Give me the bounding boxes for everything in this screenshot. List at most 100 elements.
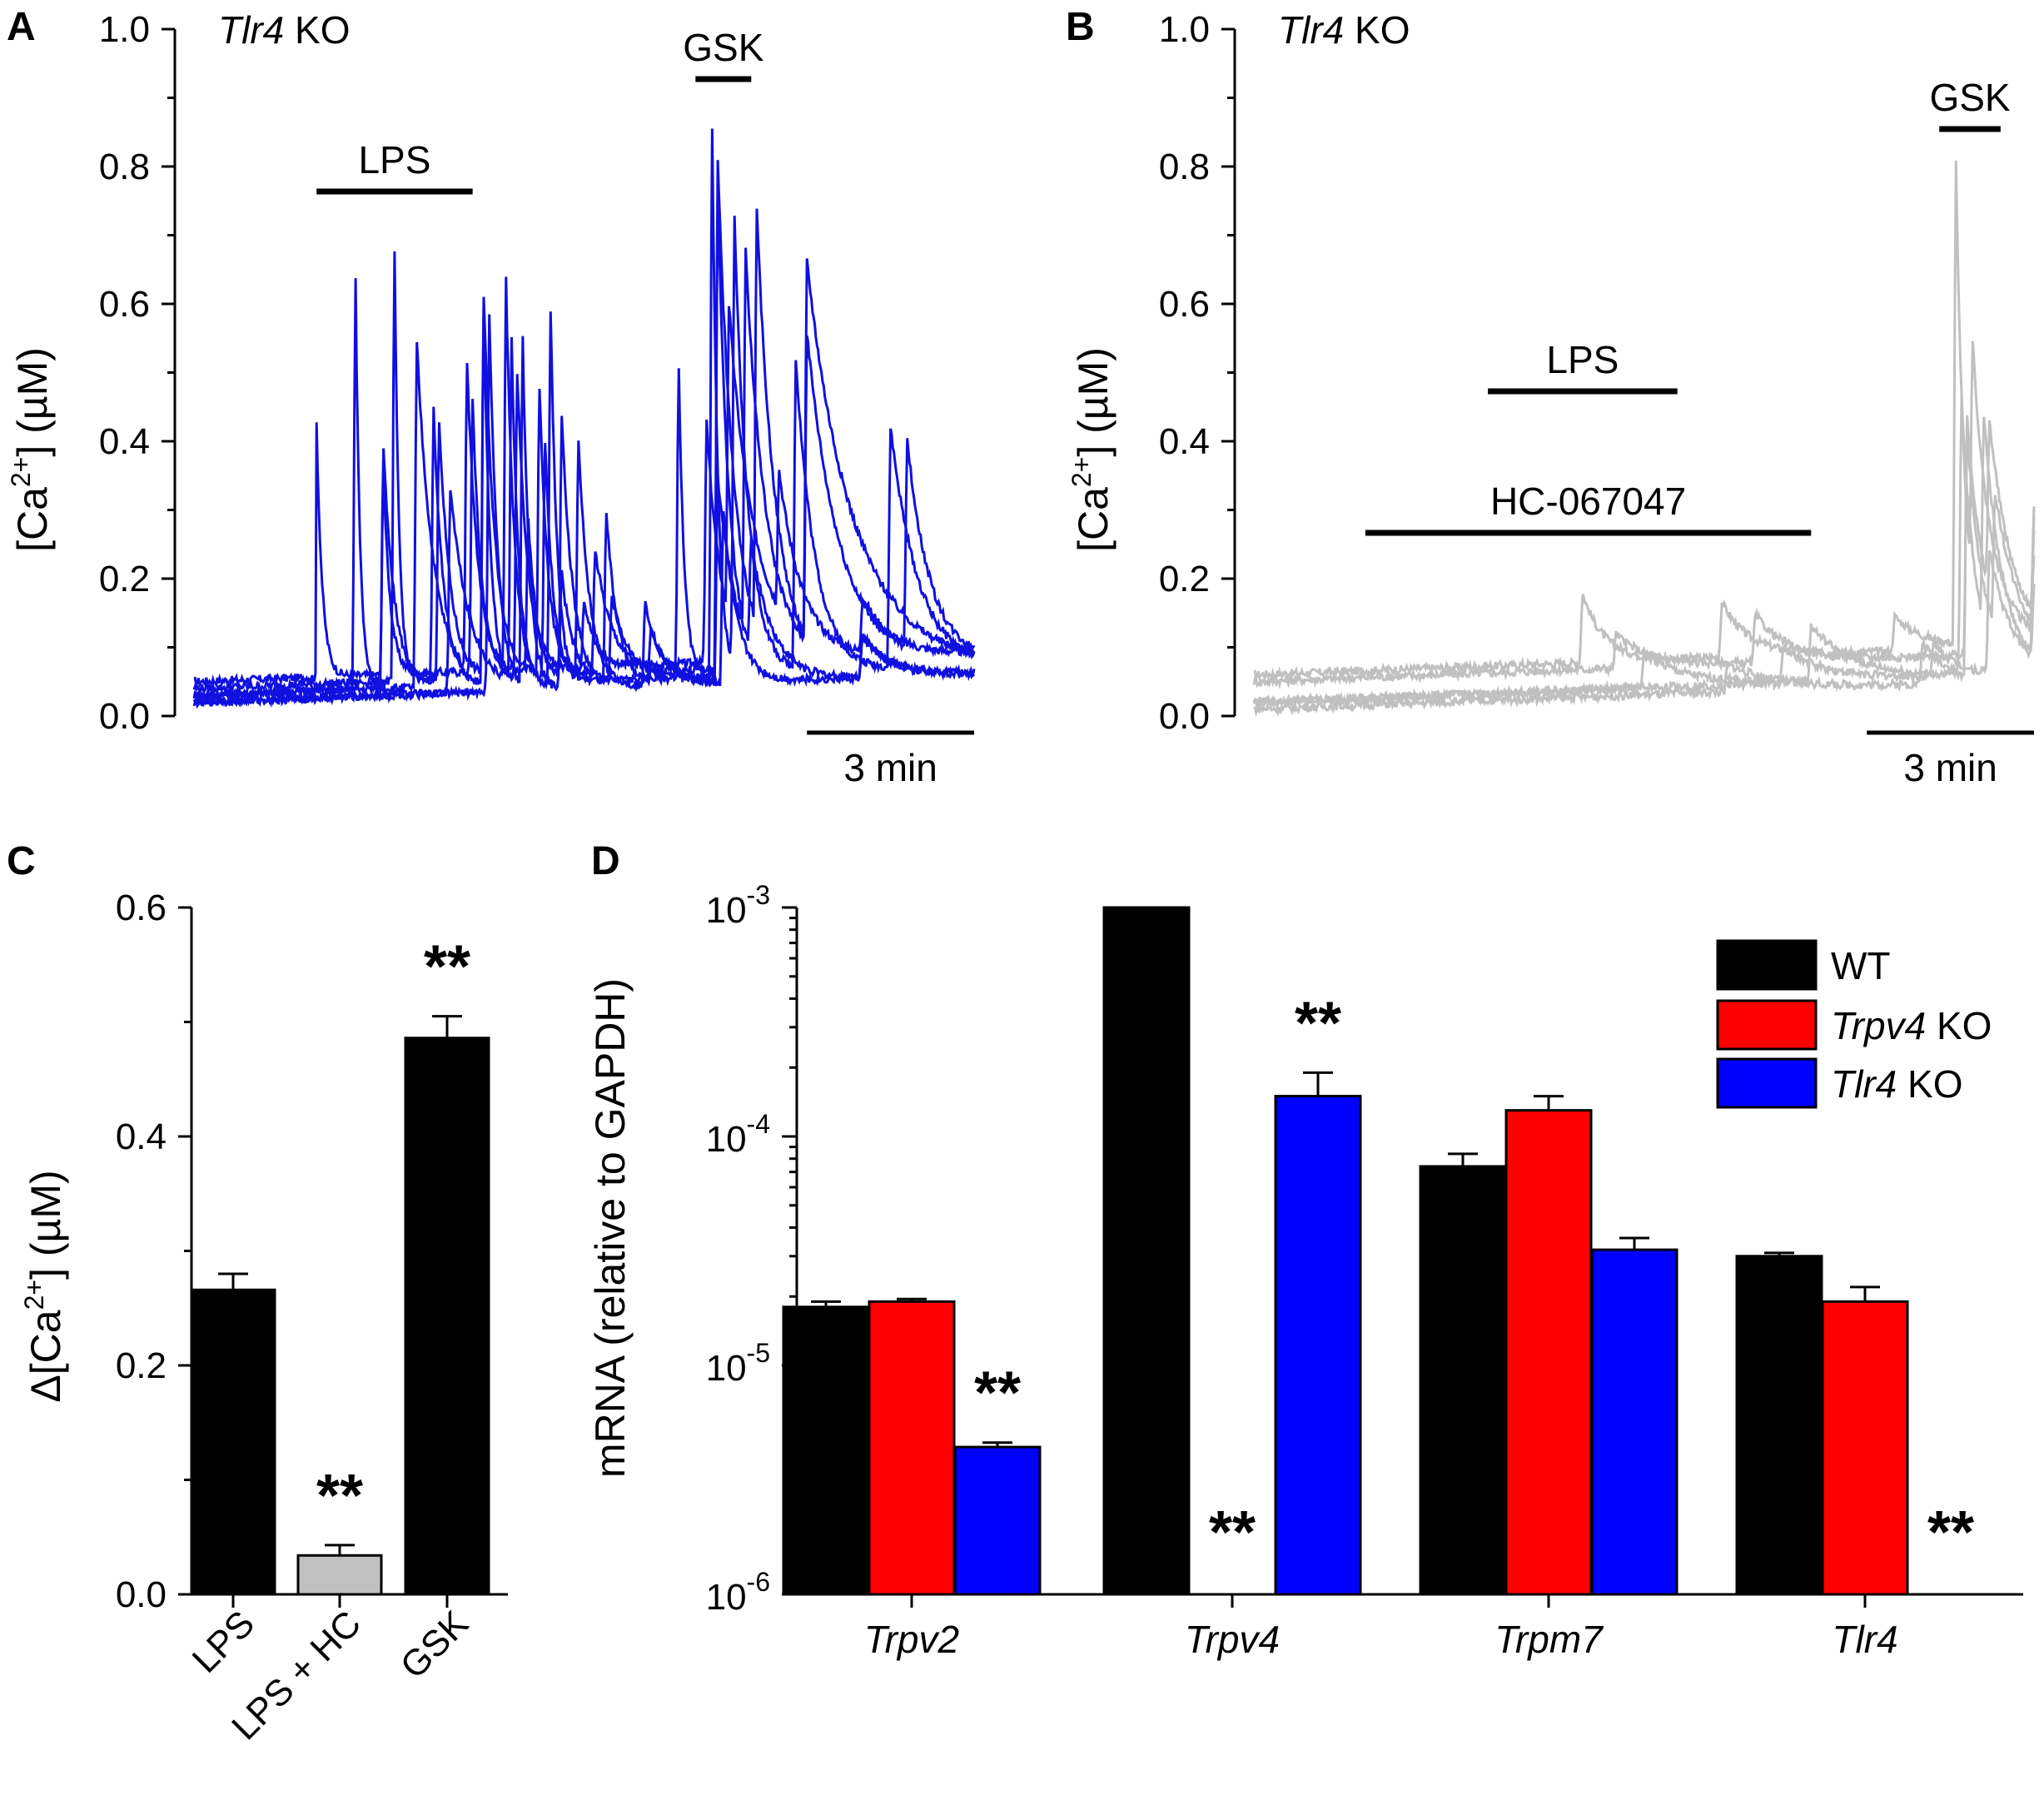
bar-WT-Trpm7 [1419, 1165, 1507, 1596]
legend-label-Tlr4-KO: Tlr4 KO [1831, 1062, 1962, 1106]
panel-a-title: Tlr4 KO [218, 8, 350, 52]
panel-a-traces [192, 128, 976, 709]
bar-Trpv4-KO-Trpv2 [868, 1300, 956, 1596]
legend-label-italic: Trpv4 [1831, 1004, 1926, 1047]
x-tick-label-LPS: LPS [185, 1603, 262, 1680]
panel-b-title: Tlr4 KO [1278, 8, 1410, 52]
bar-GSK [404, 1037, 490, 1596]
trace-cell-1 [193, 306, 975, 690]
y-tick-label: 0.0 [1159, 696, 1210, 737]
panel-a-ylabel-part3: ] (µM) [9, 347, 56, 457]
legend-label-Trpv4-KO: Trpv4 KO [1831, 1004, 1992, 1047]
panel-b-stimulus-bars: LPS HC-067047 GSK [1365, 76, 2011, 536]
bar-Trpv4-KO-Trpm7 [1504, 1109, 1593, 1596]
legend-label-text: KO [1926, 1004, 1992, 1047]
bar-Trpv4-KO-Tlr4 [1821, 1300, 1909, 1596]
panel-letter-a: A [7, 5, 36, 49]
x-tick-label-Trpm7: Trpm7 [1494, 1618, 1604, 1661]
legend-swatch-Trpv4-KO [1716, 999, 1818, 1051]
trace-cell-6 [192, 314, 976, 708]
legend-label-WT: WT [1831, 944, 1891, 987]
tick-base: 10 [706, 1119, 747, 1160]
significance-Tlr4-KO-Trpv4: ** [1295, 990, 1341, 1057]
significance-GSK: ** [424, 934, 470, 1001]
bar-Tlr4-KO-Trpv4 [1274, 1095, 1362, 1596]
bar-WT-Trpv2 [782, 1305, 870, 1596]
panel-a-scale-bar: 3 min [807, 730, 974, 789]
trace-cell-3 [192, 190, 976, 695]
tick-exponent: -5 [747, 1338, 770, 1368]
bar-WT-Trpv4 [1102, 906, 1191, 1596]
y-tick-label: 1.0 [99, 9, 150, 50]
panel-a: A Tlr4 KO [Ca2+] (µM) 0.0 0.2 0.4 0.6 0.8 1.0… [6, 5, 976, 789]
y-tick-label: 0.6 [1159, 284, 1210, 325]
tick-exponent: -6 [747, 1567, 770, 1597]
panel-a-ylabel-part1: [Ca [9, 487, 56, 552]
panel-b-y-ticks: 0.0 0.2 0.4 0.6 0.8 1.0 [1159, 9, 1235, 737]
bar-LPS + HC [296, 1554, 383, 1596]
legend-label-text: WT [1831, 944, 1891, 987]
tick-base: 10 [706, 1348, 747, 1389]
trace-cell-5 [192, 276, 976, 709]
tick-base: 10 [706, 890, 747, 931]
panel-b-y-axis-title: [Ca2+] (µM) [1067, 347, 1116, 552]
y-tick-label: 0.6 [99, 284, 150, 325]
x-tick-label-Tlr4: Tlr4 [1832, 1618, 1897, 1661]
trace-cell-1 [1253, 160, 2036, 684]
panel-letter-c: C [7, 839, 36, 883]
y-tick-label: 10-6 [706, 1567, 770, 1618]
panel-a-y-ticks: 0.0 0.2 0.4 0.6 0.8 1.0 [99, 9, 175, 737]
panel-c-ylabel-sup: 2+ [19, 1280, 49, 1310]
y-tick-label: 0.6 [116, 888, 167, 928]
y-tick-label: 10-5 [706, 1338, 770, 1389]
y-tick-label: 0.0 [116, 1574, 167, 1615]
panel-letter-d: D [591, 839, 620, 883]
panel-a-title-rest: KO [284, 8, 350, 52]
bar-Tlr4-KO-Trpm7 [1590, 1248, 1678, 1596]
panel-c-bars: ** ** [190, 934, 490, 1596]
trace-cell-4 [1253, 396, 2036, 718]
panel-b-ylabel-part3: ] (µM) [1070, 347, 1116, 457]
stimulus-label-GSK: GSK [1929, 76, 2010, 119]
legend-swatch-Tlr4-KO [1716, 1057, 1818, 1109]
y-tick-label: 0.2 [1159, 559, 1210, 599]
y-tick-label: 0.8 [1159, 147, 1210, 187]
panel-b-title-italic: Tlr4 [1278, 8, 1344, 52]
trace-cell-3 [1252, 431, 2036, 709]
stimulus-label-LPS: LPS [358, 138, 430, 181]
y-tick-label: 1.0 [1159, 9, 1210, 50]
y-tick-label: 0.8 [99, 147, 150, 187]
significance-LPS + HC: ** [316, 1463, 363, 1529]
trace-cell-5 [1252, 549, 2036, 709]
y-tick-label: 10-4 [706, 1109, 770, 1160]
y-tick-label: 0.4 [99, 421, 150, 462]
x-tick-label-Trpv2: Trpv2 [864, 1618, 959, 1661]
panel-b-title-rest: KO [1344, 8, 1410, 52]
significance-Trpv4-KO-Trpv4: ** [1209, 1499, 1256, 1566]
y-tick-label: 0.4 [116, 1116, 167, 1157]
panel-b-ylabel-sup: 2+ [1067, 457, 1097, 487]
y-tick-label: 0.4 [1159, 421, 1210, 462]
scale-bar-label: 3 min [1903, 746, 1997, 789]
panel-c-y-axis-title: Δ[Ca2+] (µM) [19, 1170, 69, 1402]
panel-a-title-italic: Tlr4 [218, 8, 284, 52]
bar-WT-Tlr4 [1735, 1255, 1823, 1596]
tick-base: 10 [706, 1577, 747, 1618]
panel-a-y-axis-title: [Ca2+] (µM) [6, 347, 56, 552]
trace-cell-4 [193, 128, 976, 704]
panel-b-scale-bar: 3 min [1867, 730, 2034, 789]
y-tick-label: 0.2 [116, 1345, 167, 1386]
scale-bar-label: 3 min [843, 746, 937, 789]
tick-exponent: -4 [747, 1109, 770, 1139]
panel-c-ylabel-part1: Δ[Ca [22, 1310, 69, 1402]
x-tick-label-GSK: GSK [393, 1603, 476, 1686]
panel-letter-b: B [1066, 5, 1095, 49]
tick-exponent: -3 [747, 880, 770, 910]
panel-a-stimulus-bars: LPS GSK [316, 26, 764, 195]
trace-cell-2 [1252, 415, 2036, 690]
legend-label-italic: Tlr4 [1831, 1062, 1897, 1106]
panel-b-ylabel-part1: [Ca [1070, 487, 1116, 552]
legend-swatch-WT [1716, 939, 1818, 991]
